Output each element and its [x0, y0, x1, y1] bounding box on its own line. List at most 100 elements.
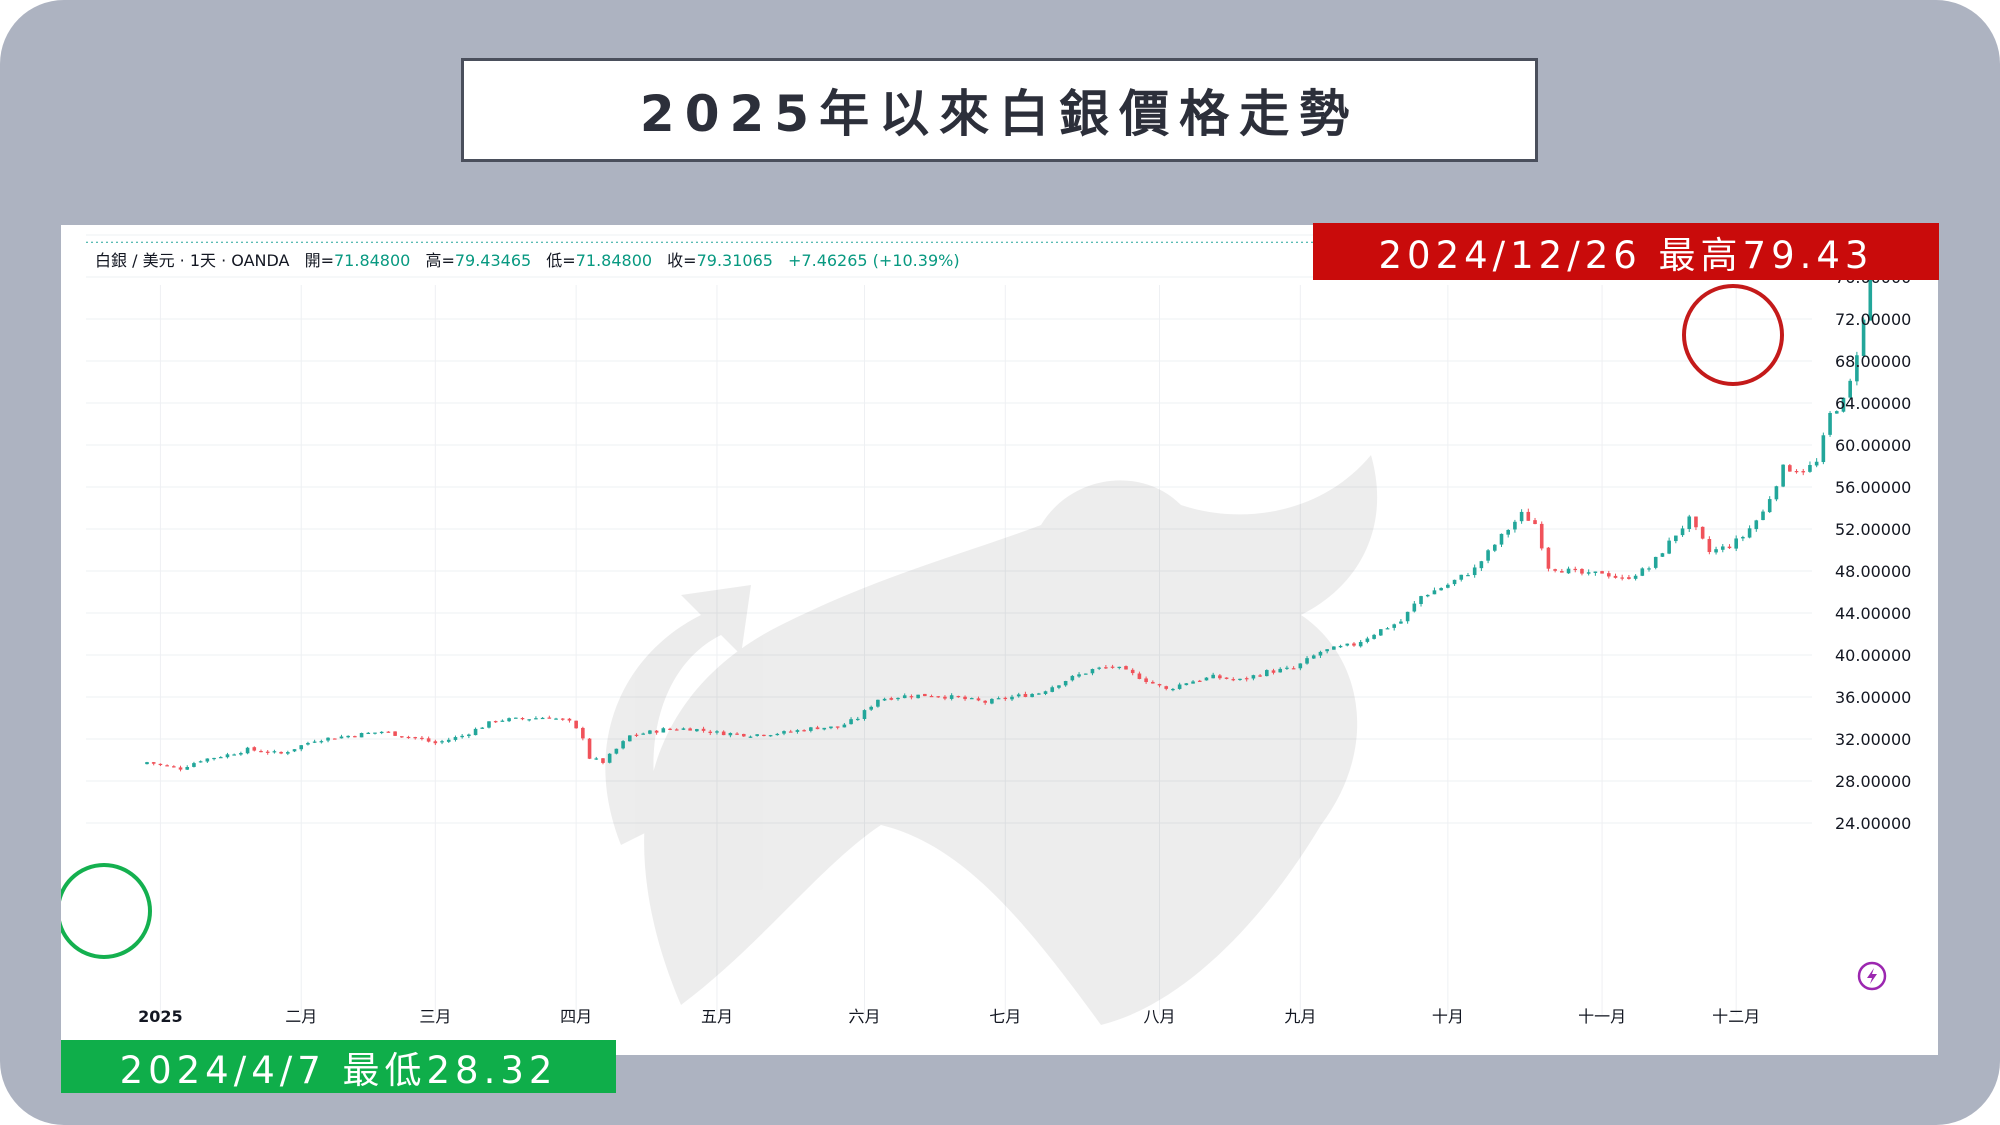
candle-body: [601, 758, 605, 763]
candle-body: [849, 719, 853, 725]
candle-body: [346, 735, 350, 738]
candle-body: [400, 736, 404, 738]
candle-body: [1459, 574, 1464, 580]
lightning-bolt-icon[interactable]: [1857, 961, 1887, 991]
candle-body: [1238, 678, 1242, 680]
candle-body: [534, 718, 538, 720]
candle-body: [1446, 584, 1450, 588]
price-axis: 24.00000 28.00000 32.00000 36.00000 40.00000…: [1835, 226, 1911, 833]
candle-body: [1365, 638, 1370, 642]
month-label: 七月: [989, 1007, 1021, 1026]
month-label: 五月: [701, 1007, 733, 1026]
candle-body: [198, 761, 203, 763]
candle-body: [681, 728, 686, 730]
candle-body: [708, 731, 713, 734]
price-tick-label: 28.00000: [1835, 772, 1911, 791]
price-tick-label: 72.00000: [1835, 310, 1911, 329]
price-tick-label: 68.00000: [1835, 352, 1911, 371]
candle-body: [882, 698, 887, 701]
candle-body: [232, 754, 236, 756]
candle-body: [1513, 521, 1517, 530]
candle-body: [473, 728, 478, 736]
month-label: 八月: [1144, 1007, 1176, 1026]
candle-body: [587, 738, 592, 759]
change-value: +7.46265 (+10.39%): [788, 251, 960, 270]
candle-body: [1083, 673, 1088, 675]
candle-body: [842, 724, 847, 728]
candle-body: [1345, 643, 1350, 646]
candle-body: [527, 719, 532, 721]
candle-body: [1010, 696, 1014, 700]
candle-body: [151, 762, 156, 764]
candle-body: [1653, 556, 1658, 568]
candle-body: [487, 721, 491, 728]
candle-body: [762, 734, 766, 737]
candle-body: [158, 763, 163, 766]
candle-body: [902, 695, 907, 699]
candle-body: [594, 758, 599, 760]
candle-body: [654, 730, 659, 733]
candle-body: [1285, 667, 1289, 669]
candle-body: [1546, 547, 1551, 569]
candle-body: [755, 734, 759, 736]
candle-body: [1700, 526, 1705, 539]
candle-body: [306, 742, 310, 745]
candle-body: [1868, 242, 1873, 321]
candle-body: [969, 698, 974, 700]
candle-body: [963, 696, 967, 700]
low-value: 71.84800: [575, 251, 653, 270]
candle-body: [165, 765, 169, 767]
candle-body: [1171, 688, 1175, 691]
candle-body: [1687, 516, 1692, 530]
candle-body: [373, 732, 377, 734]
candle-body: [1640, 568, 1645, 576]
candle-body: [1097, 667, 1101, 669]
candle-body: [1030, 693, 1034, 698]
candle-body: [1788, 465, 1792, 472]
candle-body: [1674, 535, 1678, 542]
candle-body: [1352, 643, 1356, 646]
candle-body: [1077, 674, 1081, 677]
candle-body: [621, 741, 625, 749]
candle-body: [1070, 675, 1075, 681]
candle-body: [1573, 568, 1578, 571]
candle-body: [1204, 677, 1209, 681]
candle-body: [1620, 577, 1624, 579]
candle-body: [1486, 550, 1490, 561]
candle-body: [855, 718, 860, 721]
candle-body: [889, 698, 894, 700]
candle-body: [1727, 546, 1732, 549]
candle-body: [500, 720, 505, 722]
candle-body: [1580, 568, 1584, 574]
price-tick-label: 56.00000: [1835, 478, 1911, 497]
candle-body: [1714, 549, 1718, 553]
candle-body: [916, 694, 920, 699]
candle-body: [259, 750, 263, 753]
candle-body: [1560, 571, 1564, 573]
candle-body: [460, 735, 464, 738]
candle-body: [1090, 669, 1095, 674]
candle-body: [741, 733, 746, 737]
candle-body: [1104, 667, 1108, 669]
candle-body: [1774, 486, 1779, 500]
candle-body: [943, 696, 947, 699]
candle-body: [413, 737, 418, 739]
candle-body: [1821, 435, 1826, 463]
candle-body: [983, 700, 987, 703]
candle-body: [446, 739, 451, 742]
candle-body: [1144, 678, 1148, 683]
candle-body: [1251, 675, 1256, 679]
candle-body: [252, 747, 257, 751]
candle-body: [607, 753, 612, 763]
candle-body: [299, 745, 304, 750]
candle-body: [332, 738, 337, 740]
candle-body: [1003, 697, 1008, 700]
month-label: 三月: [419, 1007, 451, 1026]
open-label: 開=: [304, 251, 334, 270]
candle-body: [1553, 569, 1557, 571]
candle-body: [245, 747, 250, 754]
candle-body: [1781, 464, 1785, 487]
candle-body: [353, 736, 357, 738]
candle-body: [1466, 575, 1470, 577]
candle-body: [1834, 411, 1839, 414]
